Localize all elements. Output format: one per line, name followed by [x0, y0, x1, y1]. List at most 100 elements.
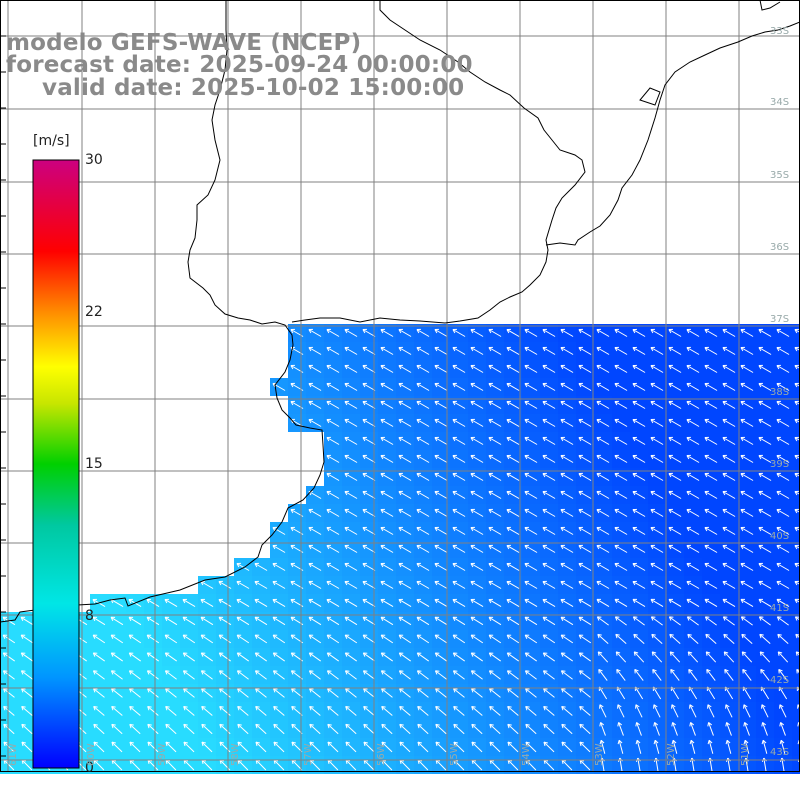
wind-arrow [687, 633, 699, 645]
wind-arrow [779, 704, 787, 718]
wind-arrow [650, 598, 664, 608]
wind-arrow [470, 544, 484, 553]
wind-arrow [129, 688, 141, 698]
wind-arrow [416, 472, 430, 481]
wind-arrow [236, 652, 249, 662]
wind-arrow [129, 705, 141, 716]
wind-arrow [362, 454, 376, 463]
wind-arrow [542, 472, 556, 481]
wind-arrow [344, 400, 358, 409]
wind-arrow [704, 616, 717, 626]
wind-arrow [635, 739, 642, 754]
wind-arrow [434, 508, 448, 517]
wind-arrow [380, 436, 394, 445]
wind-arrow [182, 616, 196, 626]
wind-arrow [506, 454, 520, 463]
wind-arrow [725, 739, 732, 754]
wind-arrow [632, 364, 646, 373]
wind-arrow [380, 598, 394, 607]
wind-arrow [776, 508, 790, 517]
wind-arrow [92, 670, 105, 680]
wind-arrow [200, 634, 214, 644]
wind-arrow [416, 670, 429, 680]
field-cell [792, 666, 800, 684]
wind-arrow [668, 562, 682, 571]
wind-arrow [668, 598, 682, 608]
wind-arrow [598, 668, 608, 681]
wind-arrow [635, 704, 643, 718]
wind-arrow [92, 634, 106, 644]
wind-arrow [452, 382, 466, 391]
wind-arrow [686, 616, 699, 626]
wind-arrow [542, 382, 556, 391]
wind-arrow [524, 400, 538, 409]
wind-arrow [686, 544, 700, 553]
wind-arrow [434, 490, 448, 499]
wind-arrow [416, 490, 430, 499]
wind-arrow [524, 346, 538, 355]
wind-arrow [686, 400, 700, 409]
model-title: modelo GEFS-WAVE (NCEP) [6, 30, 362, 56]
wind-arrow [524, 472, 538, 481]
lon-label: 59W [157, 743, 168, 766]
wind-arrow [596, 346, 610, 355]
wind-arrow [308, 526, 322, 535]
wind-arrow [614, 400, 628, 409]
wind-arrow [488, 508, 502, 517]
wind-arrow [470, 616, 484, 626]
wind-arrow [147, 688, 159, 698]
wind-arrow [326, 418, 340, 427]
wind-arrow [399, 705, 411, 716]
wind-arrow [236, 598, 250, 607]
wind-arrow [291, 723, 303, 735]
wind-arrow [524, 580, 538, 589]
wind-arrow [758, 598, 772, 608]
wind-arrow [722, 598, 736, 608]
wind-arrow [614, 454, 628, 463]
colorbar-tick-30: 30 [85, 152, 103, 168]
wind-arrow [111, 741, 123, 753]
wind-arrow [506, 364, 520, 373]
wind-arrow [668, 346, 682, 355]
wind-arrow [758, 580, 772, 589]
wind-arrow [326, 670, 339, 680]
wind-arrow [398, 508, 412, 517]
field-cell [792, 522, 800, 540]
wind-arrow [632, 508, 646, 517]
wind-arrow [345, 723, 357, 735]
wind-arrow [218, 580, 232, 589]
wind-arrow [470, 472, 484, 481]
wind-arrow [452, 400, 466, 409]
field-cell [792, 612, 800, 630]
wind-arrow [327, 723, 339, 735]
wind-arrow [779, 722, 786, 736]
wind-arrow [616, 668, 626, 681]
wind-arrow [236, 616, 250, 626]
wind-arrow [488, 544, 502, 553]
wind-arrow [669, 651, 681, 663]
wind-arrow [434, 418, 448, 427]
wind-arrow [578, 418, 592, 427]
wind-arrow [632, 382, 646, 391]
lon-label: 53W [594, 743, 605, 766]
wind-arrow [3, 688, 15, 698]
wind-arrow [471, 688, 483, 698]
wind-arrow [524, 490, 538, 499]
wind-arrow [362, 598, 376, 607]
wind-arrow [182, 652, 195, 662]
wind-arrow [416, 544, 430, 553]
wind-arrow [344, 616, 358, 626]
wind-arrow [524, 382, 538, 391]
wind-arrow [506, 598, 520, 607]
wind-arrow [362, 364, 376, 373]
wind-arrow [722, 400, 736, 409]
wind-arrow [309, 723, 321, 735]
wind-arrow [671, 722, 678, 736]
wind-arrow [542, 670, 555, 680]
lon-label: 57W [303, 743, 314, 766]
wind-arrow [704, 508, 718, 517]
wind-arrow [740, 382, 754, 391]
wind-arrow [308, 670, 321, 680]
wind-arrow [416, 328, 430, 337]
wind-arrow [434, 544, 448, 553]
